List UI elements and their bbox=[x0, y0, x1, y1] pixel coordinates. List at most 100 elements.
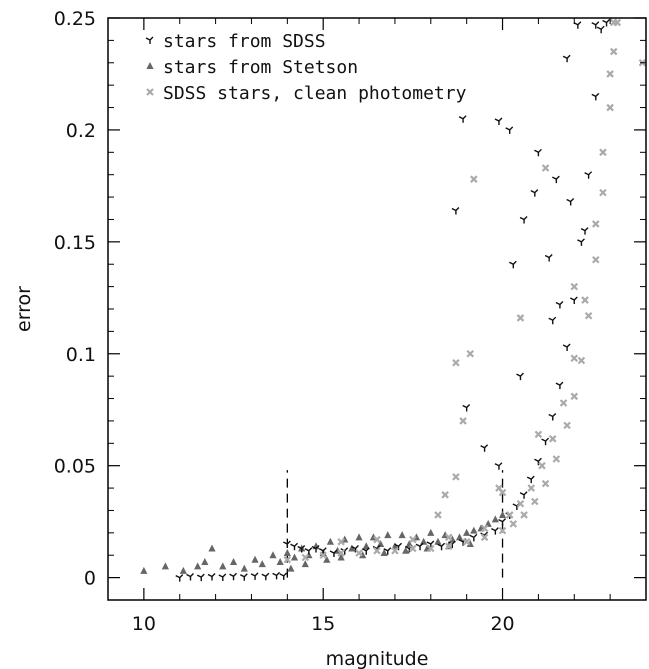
data-point bbox=[555, 381, 564, 390]
data-point bbox=[520, 511, 528, 519]
data-point bbox=[577, 238, 585, 246]
data-point bbox=[596, 25, 605, 34]
data-point bbox=[469, 533, 478, 542]
data-point bbox=[250, 572, 259, 580]
data-point bbox=[584, 311, 593, 320]
data-point bbox=[591, 21, 600, 29]
data-point bbox=[373, 535, 381, 544]
data-point bbox=[329, 549, 338, 557]
y-axis-title: error bbox=[13, 286, 35, 332]
y-tick-label: 0.25 bbox=[54, 8, 96, 30]
data-point bbox=[283, 548, 291, 556]
data-point bbox=[373, 546, 381, 555]
legend-marker bbox=[145, 36, 154, 44]
legend-marker bbox=[146, 62, 154, 69]
data-point bbox=[269, 551, 277, 559]
data-point bbox=[509, 520, 518, 528]
data-point bbox=[283, 555, 292, 564]
data-point bbox=[208, 544, 216, 552]
data-point bbox=[283, 540, 291, 549]
data-point bbox=[548, 435, 557, 443]
data-point bbox=[470, 526, 478, 534]
data-point bbox=[394, 542, 403, 551]
data-point bbox=[402, 546, 410, 554]
data-point bbox=[466, 540, 474, 548]
data-point bbox=[548, 412, 557, 421]
data-point bbox=[498, 526, 507, 535]
data-point bbox=[219, 562, 227, 570]
data-point bbox=[466, 349, 475, 358]
data-point bbox=[437, 542, 446, 551]
x-tick-label: 10 bbox=[132, 613, 156, 635]
data-point bbox=[415, 542, 424, 551]
data-point bbox=[581, 296, 589, 304]
data-point bbox=[409, 535, 417, 544]
data-point bbox=[444, 542, 453, 551]
data-point bbox=[519, 215, 528, 224]
data-point bbox=[519, 491, 528, 499]
data-point bbox=[272, 571, 281, 580]
data-point bbox=[290, 553, 299, 561]
data-point bbox=[609, 18, 618, 27]
data-point bbox=[301, 553, 310, 562]
plot-marks bbox=[140, 18, 647, 582]
data-point bbox=[337, 549, 345, 557]
data-point bbox=[570, 282, 579, 291]
data-point bbox=[480, 533, 489, 542]
data-point bbox=[161, 562, 169, 570]
data-point bbox=[359, 551, 367, 559]
data-point bbox=[451, 207, 460, 215]
legend-label: stars from SDSS bbox=[163, 31, 326, 52]
data-point bbox=[398, 531, 406, 539]
data-point bbox=[297, 545, 306, 553]
data-point bbox=[599, 148, 607, 157]
y-tick-label: 0.05 bbox=[54, 456, 96, 478]
data-point bbox=[355, 549, 363, 557]
data-point bbox=[452, 358, 460, 367]
data-point bbox=[458, 115, 467, 123]
data-point bbox=[531, 497, 539, 506]
data-point bbox=[427, 544, 435, 553]
data-point bbox=[301, 560, 309, 568]
data-point bbox=[448, 535, 456, 543]
data-point bbox=[251, 555, 259, 563]
data-point bbox=[276, 557, 284, 565]
y-tick-label: 0.15 bbox=[54, 232, 96, 254]
data-point bbox=[569, 296, 578, 305]
data-point bbox=[409, 544, 417, 553]
data-point bbox=[606, 103, 614, 112]
data-point bbox=[606, 70, 614, 78]
data-point bbox=[240, 564, 248, 572]
data-point bbox=[566, 198, 575, 206]
data-point bbox=[562, 343, 571, 352]
data-point bbox=[258, 560, 266, 568]
data-point bbox=[462, 538, 471, 546]
data-point bbox=[452, 473, 460, 481]
data-point bbox=[229, 572, 238, 581]
data-point bbox=[480, 524, 489, 533]
data-point bbox=[196, 573, 205, 582]
data-point bbox=[362, 542, 370, 550]
series-x bbox=[283, 18, 647, 564]
data-point bbox=[534, 148, 542, 157]
data-point bbox=[261, 572, 270, 581]
data-point bbox=[337, 538, 345, 546]
data-point bbox=[427, 528, 435, 536]
data-point bbox=[527, 484, 536, 492]
data-point bbox=[384, 531, 392, 539]
data-point bbox=[459, 417, 467, 425]
y-tick-label: 0.2 bbox=[66, 120, 96, 142]
data-point bbox=[441, 491, 449, 499]
data-point bbox=[337, 553, 345, 561]
data-point bbox=[351, 545, 359, 553]
data-point bbox=[194, 562, 202, 570]
data-point bbox=[516, 499, 525, 508]
data-point bbox=[218, 573, 227, 581]
data-point bbox=[570, 392, 579, 401]
data-point bbox=[179, 566, 187, 574]
data-point bbox=[201, 557, 209, 565]
data-point bbox=[444, 533, 453, 542]
data-point bbox=[602, 18, 611, 27]
data-point bbox=[584, 171, 593, 179]
